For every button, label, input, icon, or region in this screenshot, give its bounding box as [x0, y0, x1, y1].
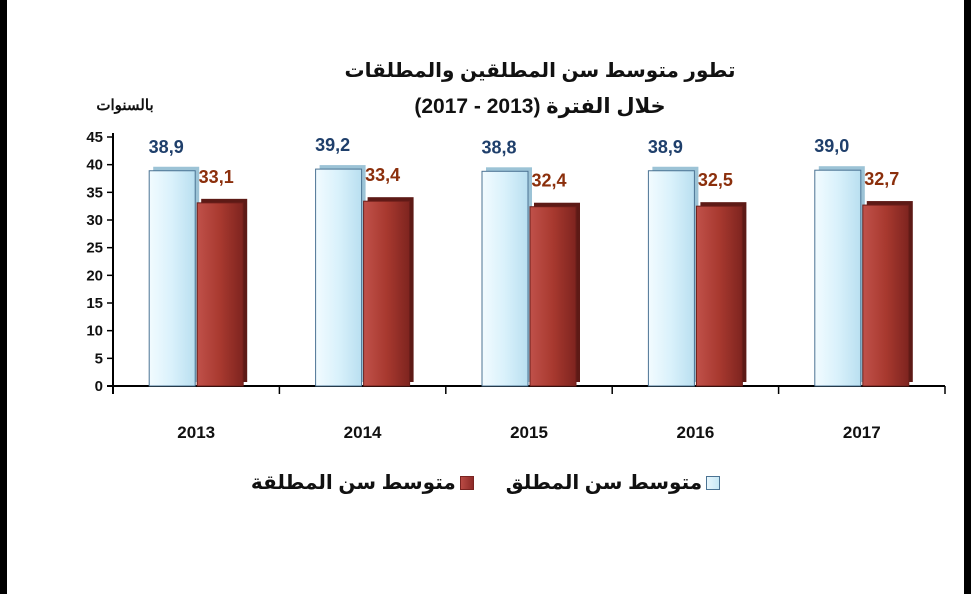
- bar-divorced-man: [315, 168, 363, 387]
- legend-swatch-red: [459, 475, 474, 490]
- data-label-divorced-man: 39,0: [814, 136, 849, 156]
- x-tick-label: 2016: [676, 423, 714, 442]
- y-tick-label: 25: [86, 240, 103, 257]
- bar-divorced-woman: [196, 202, 244, 387]
- data-label-divorced-woman: 32,4: [531, 171, 566, 191]
- bar-divorced-woman: [529, 206, 577, 387]
- bar-divorced-woman: [695, 205, 743, 387]
- data-label-divorced-woman: 33,1: [199, 167, 234, 187]
- legend-label-divorced-woman: متوسط سن المطلقة: [250, 472, 456, 494]
- data-label-divorced-woman: 32,7: [864, 169, 899, 189]
- bar-divorced-woman: [363, 200, 411, 387]
- bar-divorced-man: [814, 169, 862, 387]
- bar-divorced-man: [481, 170, 529, 387]
- x-tick-label: 2013: [177, 423, 215, 442]
- y-tick-label: 15: [86, 295, 103, 312]
- y-tick-label: 30: [86, 212, 103, 229]
- y-tick-label: 10: [86, 323, 103, 340]
- legend-item-divorced-woman: متوسط سن المطلقة: [251, 470, 474, 495]
- data-label-divorced-woman: 33,4: [365, 165, 400, 185]
- y-tick-label: 45: [86, 129, 103, 146]
- left-edge-bar: [0, 0, 7, 594]
- bar-divorced-woman: [862, 204, 910, 387]
- legend-item-divorced-man: متوسط سن المطلق: [505, 470, 721, 495]
- chart-title-line1: تطور متوسط سن المطلقين والمطلقات: [344, 60, 736, 82]
- bar-divorced-man: [647, 170, 695, 387]
- x-tick-label: 2017: [843, 423, 881, 442]
- legend-swatch-blue: [706, 475, 721, 490]
- right-edge-bar: [964, 0, 971, 594]
- y-axis-label: بالسنوات: [96, 97, 153, 114]
- data-label-divorced-woman: 32,5: [698, 170, 733, 190]
- x-tick-label: 2014: [344, 423, 382, 442]
- legend-label-divorced-man: متوسط سن المطلق: [505, 472, 703, 494]
- data-label-divorced-man: 39,2: [315, 135, 350, 155]
- y-tick-label: 40: [86, 157, 103, 174]
- chart-title-line2: خلال الفترة (2013 - 2017): [414, 95, 666, 118]
- data-label-divorced-man: 38,9: [149, 137, 184, 157]
- y-tick-label: 0: [95, 378, 103, 395]
- y-tick-label: 35: [86, 184, 103, 201]
- y-tick-label: 5: [95, 350, 103, 367]
- data-label-divorced-man: 38,9: [648, 137, 683, 157]
- x-tick-label: 2015: [510, 423, 548, 442]
- data-label-divorced-man: 38,8: [481, 137, 516, 157]
- y-tick-label: 20: [86, 267, 103, 284]
- bar-divorced-man: [148, 170, 196, 387]
- legend: متوسط سن المطلق متوسط سن المطلقة: [0, 470, 971, 495]
